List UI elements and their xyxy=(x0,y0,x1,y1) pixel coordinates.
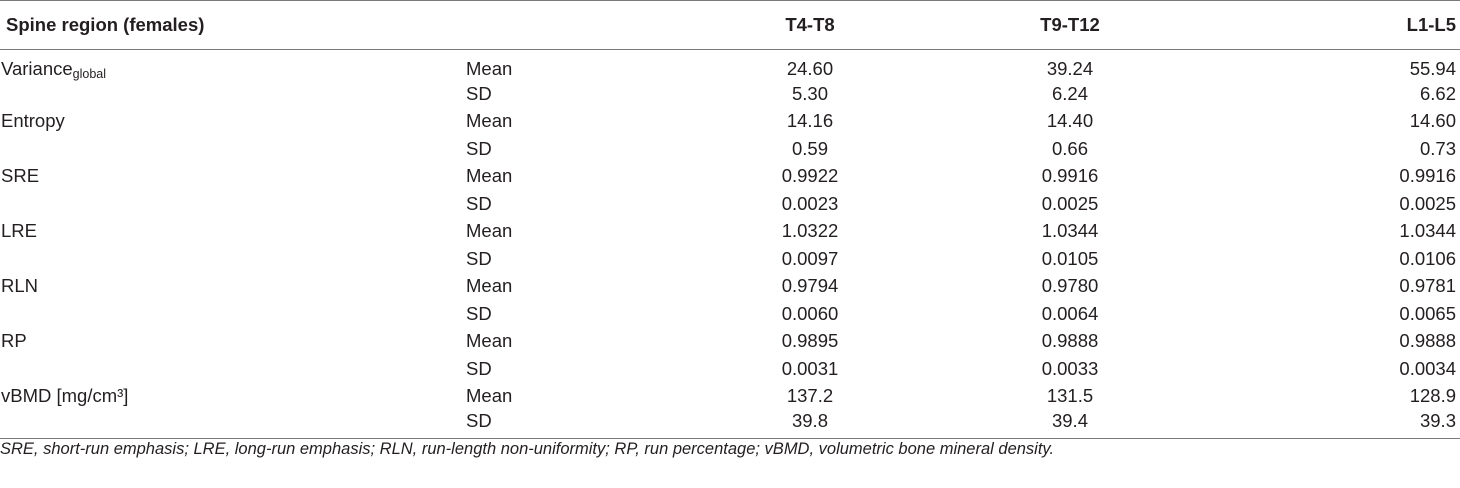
row-stat: SD xyxy=(466,302,492,324)
table-footnote: SRE, short-run emphasis; LRE, long-run e… xyxy=(0,440,1055,458)
row-stat: Mean xyxy=(466,385,513,407)
row-label xyxy=(0,80,465,108)
cell-t9-t12: 0.0064 xyxy=(1041,302,1099,324)
cell-t4-t8: 137.2 xyxy=(786,385,834,407)
table-row: SD 0.0023 0.0025 0.0025 xyxy=(0,190,1460,218)
cell-t9-t12: 0.66 xyxy=(1051,137,1088,159)
row-label: Entropy xyxy=(1,110,65,132)
header-t4-t8: T4-T8 xyxy=(680,0,940,50)
cell-l1-l5: 14.60 xyxy=(1409,110,1456,132)
table-row: RP Mean 0.9895 0.9888 0.9888 xyxy=(0,328,1460,356)
table-row: RLN Mean 0.9794 0.9780 0.9781 xyxy=(0,273,1460,301)
header-l1-l5: L1-L5 xyxy=(1200,0,1460,50)
cell-t9-t12: 14.40 xyxy=(1046,110,1094,132)
cell-t9-t12: 0.9916 xyxy=(1041,165,1099,187)
cell-l1-l5: 6.62 xyxy=(1419,82,1456,104)
cell-t4-t8: 0.0031 xyxy=(781,357,839,379)
row-label-subscript: global xyxy=(72,67,107,81)
header-stat xyxy=(465,0,680,50)
cell-t4-t8: 0.0023 xyxy=(781,192,839,214)
row-stat: Mean xyxy=(466,330,513,352)
table-row: vBMD [mg/cm³] Mean 137.2 131.5 128.9 xyxy=(0,383,1460,411)
table-row: Entropy Mean 14.16 14.40 14.60 xyxy=(0,108,1460,136)
row-stat: Mean xyxy=(466,165,513,187)
row-stat: Mean xyxy=(466,58,513,79)
cell-t4-t8: 0.9895 xyxy=(781,330,839,352)
row-stat: Mean xyxy=(466,110,513,132)
row-stat: SD xyxy=(466,247,492,269)
cell-l1-l5: 0.0025 xyxy=(1399,192,1456,214)
cell-l1-l5: 0.0106 xyxy=(1399,247,1456,269)
cell-t9-t12: 0.9780 xyxy=(1041,275,1099,297)
row-label: RLN xyxy=(1,275,39,297)
row-stat: SD xyxy=(465,410,680,439)
table-row: SD 0.0097 0.0105 0.0106 xyxy=(0,245,1460,273)
row-stat: SD xyxy=(466,137,492,159)
table-row: SD 39.8 39.4 39.3 xyxy=(0,410,1460,439)
cell-t9-t12: 1.0344 xyxy=(1041,220,1099,242)
table-row: LRE Mean 1.0322 1.0344 1.0344 xyxy=(0,218,1460,246)
cell-t9-t12: 0.0025 xyxy=(1041,192,1099,214)
row-stat: SD xyxy=(466,82,492,104)
table-row: SD 5.30 6.24 6.62 xyxy=(0,80,1460,108)
row-label: Varianceglobal xyxy=(0,50,465,81)
row-stat: SD xyxy=(466,192,492,214)
cell-l1-l5: 0.0065 xyxy=(1399,302,1456,324)
table-row: SD 0.59 0.66 0.73 xyxy=(0,135,1460,163)
row-label xyxy=(0,300,465,328)
cell-t4-t8: 0.0060 xyxy=(781,302,839,324)
table-header-row: Spine region (females) T4-T8 T9-T12 L1-L… xyxy=(0,0,1460,50)
header-t9-t12: T9-T12 xyxy=(940,0,1200,50)
cell-t4-t8: 0.0097 xyxy=(781,247,839,269)
cell-l1-l5: 0.9781 xyxy=(1399,275,1456,297)
cell-t9-t12: 131.5 xyxy=(1046,385,1094,407)
cell-t4-t8: 0.9794 xyxy=(781,275,839,297)
header-region: Spine region (females) xyxy=(0,0,465,50)
cell-t4-t8: 39.8 xyxy=(680,410,940,439)
cell-t4-t8: 5.30 xyxy=(791,82,828,104)
table-row: Varianceglobal Mean 24.60 39.24 55.94 xyxy=(0,50,1460,81)
cell-t4-t8: 0.9922 xyxy=(781,165,839,187)
data-table: Spine region (females) T4-T8 T9-T12 L1-L… xyxy=(0,0,1460,439)
table-row: SD 0.0060 0.0064 0.0065 xyxy=(0,300,1460,328)
cell-t4-t8: 1.0322 xyxy=(781,220,839,242)
row-label-text: Variance xyxy=(1,58,73,79)
cell-l1-l5: 0.9888 xyxy=(1399,330,1456,352)
cell-l1-l5: 0.9916 xyxy=(1399,165,1456,187)
cell-t9-t12: 6.24 xyxy=(1051,82,1088,104)
cell-l1-l5: 39.3 xyxy=(1200,410,1460,439)
cell-t9-t12: 39.4 xyxy=(940,410,1200,439)
row-stat: Mean xyxy=(466,275,513,297)
row-label: vBMD [mg/cm³] xyxy=(1,385,129,407)
table-row: SD 0.0031 0.0033 0.0034 xyxy=(0,355,1460,383)
cell-l1-l5: 1.0344 xyxy=(1399,220,1456,242)
cell-t9-t12: 39.24 xyxy=(1046,58,1094,79)
row-label xyxy=(0,245,465,273)
row-label: SRE xyxy=(1,165,40,187)
cell-t4-t8: 24.60 xyxy=(786,58,834,79)
row-label xyxy=(0,355,465,383)
row-stat: SD xyxy=(466,357,492,379)
cell-t9-t12: 0.9888 xyxy=(1041,330,1099,352)
row-label xyxy=(0,410,465,439)
row-label xyxy=(0,135,465,163)
cell-t9-t12: 0.0033 xyxy=(1041,357,1099,379)
row-label: LRE xyxy=(1,220,37,242)
cell-l1-l5: 0.0034 xyxy=(1399,357,1456,379)
row-label: RP xyxy=(1,330,27,352)
cell-t4-t8: 0.59 xyxy=(791,137,828,159)
cell-l1-l5: 55.94 xyxy=(1409,58,1456,79)
table-row: SRE Mean 0.9922 0.9916 0.9916 xyxy=(0,163,1460,191)
row-stat: Mean xyxy=(466,220,513,242)
cell-t9-t12: 0.0105 xyxy=(1041,247,1099,269)
cell-l1-l5: 128.9 xyxy=(1409,385,1456,407)
row-label xyxy=(0,190,465,218)
cell-t4-t8: 14.16 xyxy=(786,110,834,132)
cell-l1-l5: 0.73 xyxy=(1419,137,1456,159)
